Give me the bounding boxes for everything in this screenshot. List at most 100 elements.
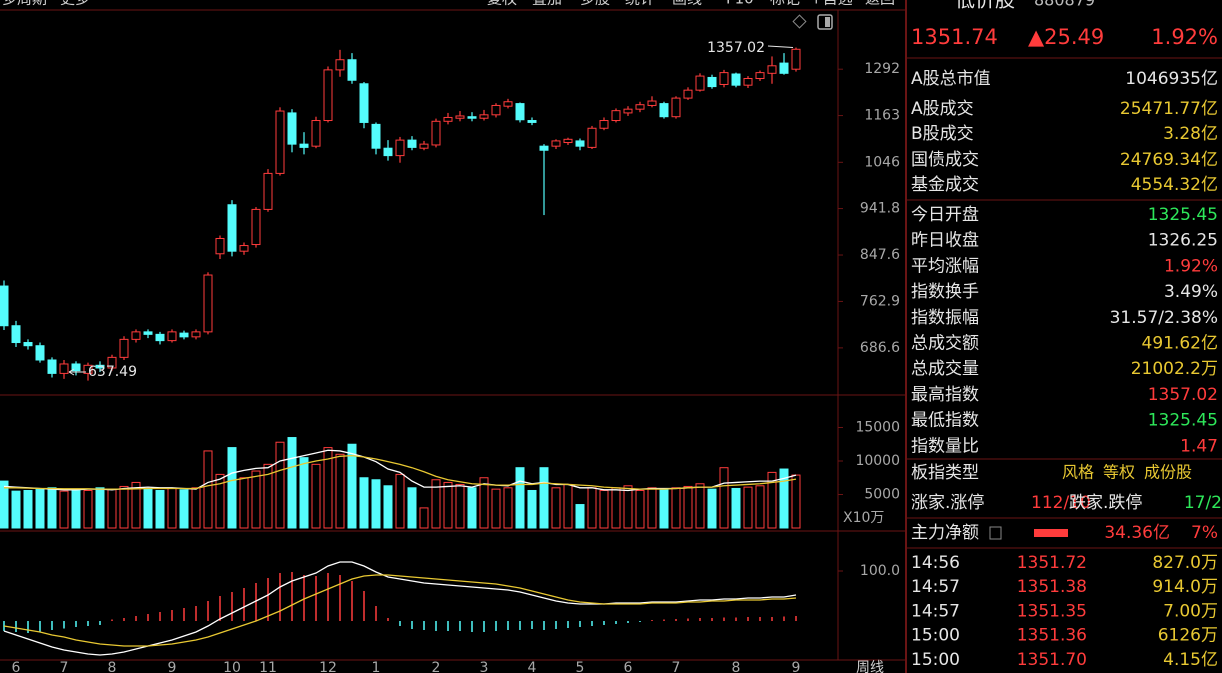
volume-bar (455, 483, 465, 529)
flow-value: 34.36亿 (1104, 523, 1170, 543)
volume-bar (239, 477, 249, 529)
volume-bar (119, 485, 129, 529)
toolbar-item[interactable]: 标记 (770, 0, 800, 8)
x-tick-label: 6 (12, 660, 21, 673)
x-tick-label: 12 (319, 660, 337, 673)
candle-body (119, 338, 129, 358)
toolbar-item[interactable]: 复权 (487, 0, 517, 8)
candle-body (359, 83, 369, 123)
tick-volume: 6126万 (1158, 626, 1218, 646)
volume-bar (467, 487, 477, 529)
volume-bar (395, 473, 405, 529)
candle-body (575, 140, 585, 147)
volume-bar (251, 470, 261, 529)
candle-body (587, 127, 597, 148)
row-value: 1357.02 (1148, 385, 1218, 405)
candle-body (107, 356, 117, 369)
volume-bar (551, 487, 561, 529)
candle-body (95, 364, 105, 369)
volume-bar (371, 479, 381, 529)
volume-bar (347, 443, 357, 529)
candle-body (611, 110, 621, 122)
flow-icon[interactable] (989, 526, 1002, 540)
volume-bar (635, 489, 645, 529)
volume-bar (407, 487, 417, 529)
candle-body (443, 116, 453, 122)
panel-icon[interactable] (817, 14, 833, 30)
candle-body (83, 364, 93, 374)
candle-body (311, 120, 321, 147)
row-label: 国债成交 (911, 150, 979, 170)
volume-bar (11, 490, 21, 529)
volume-bar (515, 467, 525, 529)
volume-bar (623, 485, 633, 529)
candle-body (503, 101, 513, 107)
row-value: 1.92% (1164, 256, 1218, 276)
volume-bar (755, 485, 765, 529)
toolbar-item[interactable]: 叠加 (532, 0, 562, 8)
x-tick-label: 8 (732, 660, 741, 673)
type-value[interactable]: 成份股 (1144, 463, 1192, 482)
row-label: 主力净额 (911, 523, 979, 543)
volume-bar (779, 468, 789, 529)
y-tick-label: 847.6 (860, 247, 900, 263)
candle-body (287, 112, 297, 145)
volume-bar (539, 467, 549, 529)
candle-body (479, 114, 489, 119)
volume-bar (35, 488, 45, 529)
toolbar-item[interactable]: 多周期 (2, 0, 47, 8)
volume-bar (215, 473, 225, 529)
volume-bar (131, 481, 141, 529)
volume-bar (599, 489, 609, 529)
toolbar-item[interactable]: F10 (726, 0, 754, 8)
candle-body (71, 363, 81, 372)
toolbar-item[interactable]: 画线 (672, 0, 702, 8)
type-value[interactable]: 等权 (1103, 463, 1135, 482)
flow-bar (1034, 529, 1068, 537)
toolbar-item[interactable]: 统计 (625, 0, 655, 8)
candle-body (695, 75, 705, 91)
diamond-icon[interactable] (792, 14, 807, 29)
candle-body (371, 123, 381, 149)
candle-body (743, 78, 753, 86)
volume-bar (611, 487, 621, 529)
volume-bar (59, 490, 69, 529)
x-tick-label: 9 (168, 660, 177, 673)
candle-body (431, 120, 441, 146)
volume-bar (743, 486, 753, 529)
volume-bar (275, 441, 285, 529)
toolbar-item[interactable]: 更多 (60, 0, 90, 8)
type-value[interactable]: 风格 (1062, 463, 1094, 482)
row-value: 1046935亿 (1125, 69, 1218, 89)
candle-body (707, 76, 717, 88)
row-value: 1325.45 (1148, 411, 1218, 431)
toolbar-item[interactable]: +自选 (810, 0, 853, 8)
toolbar-item[interactable]: 返回 (865, 0, 895, 8)
row-value: 1.47 (1180, 436, 1218, 456)
volume-bar (335, 453, 345, 529)
candle-body (23, 342, 33, 347)
candle-body (455, 115, 465, 119)
tick-volume: 827.0万 (1152, 553, 1218, 573)
volume-bar (323, 447, 333, 529)
toolbar-item[interactable]: 多股 (580, 0, 610, 8)
row-label: A股成交 (911, 99, 974, 119)
row-value: 31.57/2.38% (1110, 308, 1218, 328)
row-value: 1326.25 (1148, 231, 1218, 251)
x-tick-label: 7 (60, 660, 69, 673)
unit-label: X10万 (843, 510, 884, 526)
candle-body (539, 145, 549, 151)
volume-bar (107, 488, 117, 529)
volume-bar (299, 457, 309, 529)
panel-icon-fill (825, 17, 830, 27)
volume-bar (287, 437, 297, 529)
x-tick-label: 6 (624, 660, 633, 673)
row-label: A股总市值 (911, 69, 991, 89)
candle-body (143, 331, 153, 335)
index-name: 低价股 (955, 0, 1015, 12)
candle-body (59, 363, 69, 374)
candle-body (251, 208, 261, 246)
tick-volume: 4.15亿 (1163, 650, 1218, 670)
